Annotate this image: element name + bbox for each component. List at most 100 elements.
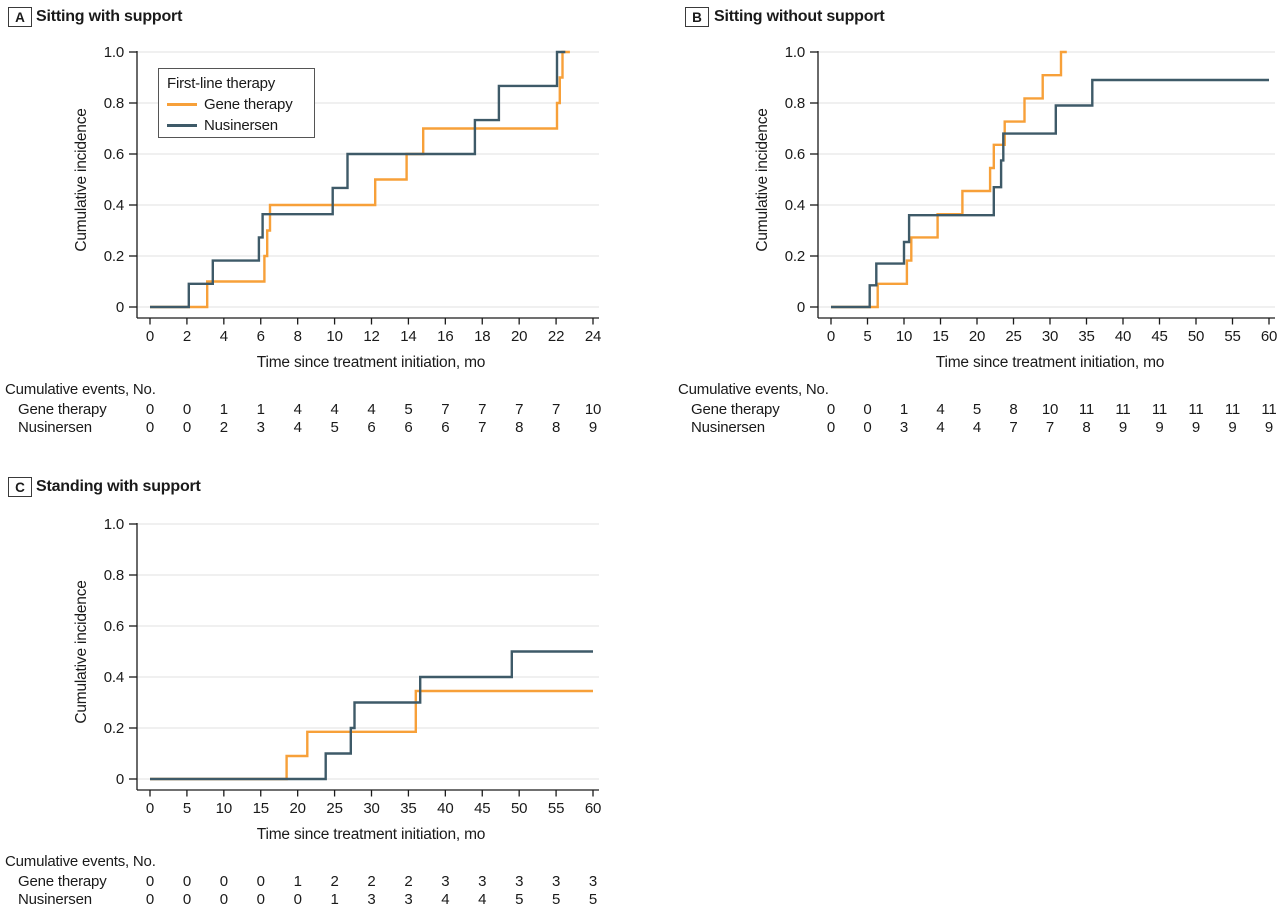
y-tick-label: 0.8 <box>104 567 124 584</box>
events-value: 10 <box>585 401 601 418</box>
events-value: 6 <box>367 419 375 436</box>
x-tick-label: 40 <box>1115 328 1131 345</box>
events-value: 1 <box>900 401 908 418</box>
events-value: 8 <box>1009 401 1017 418</box>
x-tick-label: 20 <box>290 800 306 817</box>
events-value: 3 <box>552 873 560 890</box>
events-value: 4 <box>973 419 981 436</box>
events-value: 1 <box>331 891 339 908</box>
x-tick-label: 40 <box>437 800 453 817</box>
x-tick-label: 15 <box>932 328 948 345</box>
events-value: 7 <box>515 401 523 418</box>
events-value: 0 <box>257 873 265 890</box>
x-tick-label: 25 <box>1005 328 1021 345</box>
events-value: 9 <box>1265 419 1273 436</box>
events-value: 5 <box>973 401 981 418</box>
panel-c-row-label-nusinersen: Nusinersen <box>18 891 92 908</box>
x-tick-label: 45 <box>1151 328 1167 345</box>
panel-a-plot: 00.20.40.60.81.00 2 4 6 8 10 12 14 16 18 20 22 240 0 1… <box>104 44 602 436</box>
panel-b-row-label-gene-therapy: Gene therapy <box>691 401 780 418</box>
series-path-nusinersen <box>831 78 1269 309</box>
y-tick-label: 0.2 <box>104 720 124 737</box>
events-value: 4 <box>294 419 302 436</box>
events-value: 8 <box>515 419 523 436</box>
panel-a-row-label-gene-therapy: Gene therapy <box>18 401 107 418</box>
x-tick-label: 5 <box>863 328 871 345</box>
events-value: 0 <box>183 401 191 418</box>
events-value: 7 <box>1046 419 1054 436</box>
events-value: 6 <box>441 419 449 436</box>
series-path-gene-therapy <box>150 50 570 309</box>
events-value: 0 <box>220 873 228 890</box>
events-value: 11 <box>1261 401 1276 418</box>
events-value: 7 <box>478 401 486 418</box>
events-value: 5 <box>404 401 412 418</box>
events-value: 4 <box>331 401 339 418</box>
events-value: 11 <box>1225 401 1240 418</box>
events-value: 0 <box>146 873 154 890</box>
events-value: 11 <box>1152 401 1167 418</box>
x-tick-label: 0 <box>146 800 154 817</box>
events-value: 3 <box>257 419 265 436</box>
panel-c-letter: C <box>8 477 32 497</box>
panel-a-events-table-header: Cumulative events, No. <box>5 381 156 398</box>
gene-therapy-line-swatch <box>167 103 197 106</box>
events-value: 3 <box>404 891 412 908</box>
x-tick-label: 55 <box>1224 328 1240 345</box>
events-value: 9 <box>1155 419 1163 436</box>
x-tick-label: 35 <box>1078 328 1094 345</box>
events-value: 0 <box>146 419 154 436</box>
panel-c-y-axis-title: Cumulative incidence <box>73 580 90 724</box>
events-value: 5 <box>589 891 597 908</box>
x-tick-label: 20 <box>511 328 527 345</box>
events-value: 2 <box>404 873 412 890</box>
events-value: 1 <box>257 401 265 418</box>
panel-b-events-table-header: Cumulative events, No. <box>678 381 829 398</box>
x-tick-label: 55 <box>548 800 564 817</box>
events-value: 2 <box>331 873 339 890</box>
events-value: 7 <box>1009 419 1017 436</box>
x-tick-label: 22 <box>548 328 564 345</box>
y-tick-label: 0.6 <box>104 146 124 163</box>
events-value: 8 <box>552 419 560 436</box>
y-tick-label: 1.0 <box>104 516 124 533</box>
x-tick-label: 35 <box>400 800 416 817</box>
events-value: 4 <box>294 401 302 418</box>
events-value: 5 <box>331 419 339 436</box>
legend-entry-gene-therapy: Gene therapy <box>167 94 306 115</box>
x-tick-label: 60 <box>585 800 601 817</box>
panel-b-y-axis-title: Cumulative incidence <box>754 108 771 252</box>
series-path-gene-therapy <box>150 689 593 781</box>
x-tick-label: 16 <box>437 328 453 345</box>
x-tick-label: 20 <box>969 328 985 345</box>
events-value: 6 <box>404 419 412 436</box>
events-value: 0 <box>294 891 302 908</box>
legend-label-gene-therapy: Gene therapy <box>204 96 293 113</box>
events-value: 3 <box>441 873 449 890</box>
events-value: 2 <box>220 419 228 436</box>
y-tick-label: 0.8 <box>785 95 805 112</box>
x-tick-label: 10 <box>216 800 232 817</box>
events-value: 3 <box>515 873 523 890</box>
x-tick-label: 50 <box>1188 328 1204 345</box>
x-tick-label: 60 <box>1261 328 1277 345</box>
x-tick-label: 18 <box>474 328 490 345</box>
events-value: 7 <box>478 419 486 436</box>
panel-b-plot: 00.20.40.60.81.00 5 10 15 20 25 30 35 40 45 50 55 60… <box>785 44 1278 436</box>
panel-c-row-label-gene-therapy: Gene therapy <box>18 873 107 890</box>
x-tick-label: 25 <box>326 800 342 817</box>
events-value: 4 <box>478 891 486 908</box>
x-tick-label: 5 <box>183 800 191 817</box>
events-value: 1 <box>220 401 228 418</box>
panel-a-row-label-nusinersen: Nusinersen <box>18 419 92 436</box>
legend-label-nusinersen: Nusinersen <box>204 117 278 134</box>
events-value: 8 <box>1082 419 1090 436</box>
events-value: 0 <box>220 891 228 908</box>
panel-b-letter: B <box>685 7 709 27</box>
panel-a-x-axis-title: Time since treatment initiation, mo <box>256 354 486 371</box>
events-value: 9 <box>1119 419 1127 436</box>
y-tick-label: 0.2 <box>104 248 124 265</box>
events-value: 0 <box>183 873 191 890</box>
